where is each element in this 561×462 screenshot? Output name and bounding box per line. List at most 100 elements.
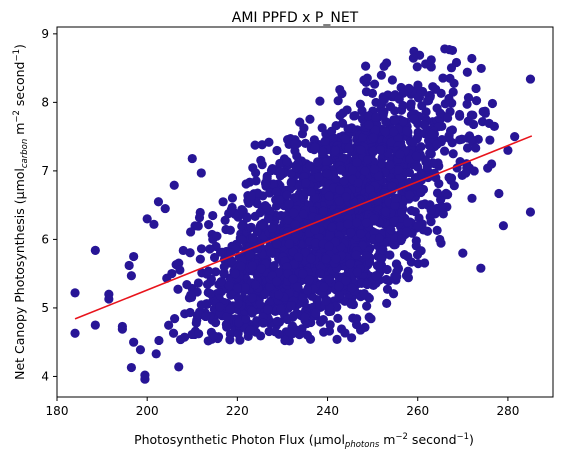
data-point bbox=[311, 308, 321, 318]
data-point bbox=[466, 134, 477, 145]
regression-line bbox=[74, 135, 533, 320]
data-point bbox=[338, 153, 348, 163]
data-point bbox=[191, 318, 201, 328]
data-point bbox=[272, 316, 282, 326]
data-point bbox=[185, 307, 195, 318]
data-point bbox=[272, 276, 282, 287]
data-point bbox=[371, 112, 381, 122]
data-point bbox=[339, 176, 349, 186]
data-point bbox=[298, 293, 308, 303]
data-point bbox=[264, 188, 275, 198]
data-point bbox=[352, 217, 362, 228]
data-point bbox=[140, 370, 150, 380]
data-point bbox=[461, 168, 471, 178]
data-point bbox=[205, 289, 216, 299]
data-point bbox=[174, 258, 184, 268]
data-point bbox=[282, 156, 292, 167]
data-point bbox=[178, 245, 188, 256]
data-point bbox=[503, 145, 513, 155]
data-point bbox=[269, 260, 279, 271]
data-point bbox=[467, 53, 477, 64]
data-point bbox=[283, 135, 293, 145]
data-point bbox=[170, 314, 180, 324]
data-point bbox=[272, 145, 282, 156]
data-point bbox=[313, 157, 323, 167]
data-point bbox=[340, 134, 351, 144]
data-point bbox=[373, 171, 383, 181]
data-point bbox=[327, 222, 337, 232]
data-point bbox=[361, 87, 372, 97]
data-point bbox=[469, 166, 479, 176]
data-point bbox=[218, 197, 228, 207]
data-point bbox=[498, 221, 508, 231]
data-point bbox=[186, 227, 196, 237]
y-axis-label-middle-2: second bbox=[12, 62, 27, 111]
data-point bbox=[164, 320, 174, 330]
data-point bbox=[335, 185, 345, 195]
data-point bbox=[142, 214, 152, 224]
data-point bbox=[292, 282, 302, 292]
data-point bbox=[273, 290, 284, 300]
data-point bbox=[385, 102, 396, 112]
data-point bbox=[288, 274, 298, 284]
data-point bbox=[463, 93, 474, 103]
data-point bbox=[346, 227, 356, 238]
data-point bbox=[241, 314, 251, 324]
data-point bbox=[173, 284, 183, 294]
data-point bbox=[129, 337, 139, 347]
data-point bbox=[417, 200, 427, 210]
data-point bbox=[271, 187, 282, 197]
data-point bbox=[196, 244, 207, 254]
x-axis-label-middle: m bbox=[379, 432, 395, 447]
data-point bbox=[362, 73, 372, 83]
data-point bbox=[289, 193, 300, 203]
x-tick-label: 240 bbox=[316, 404, 339, 418]
data-point bbox=[135, 345, 146, 355]
data-point bbox=[256, 331, 266, 341]
data-point bbox=[324, 241, 334, 251]
data-point bbox=[362, 201, 372, 211]
data-point bbox=[402, 126, 412, 136]
data-point bbox=[363, 111, 373, 121]
data-point bbox=[371, 271, 381, 281]
data-point bbox=[264, 137, 274, 147]
data-point bbox=[381, 274, 391, 285]
data-point bbox=[282, 190, 292, 200]
data-point bbox=[355, 99, 365, 109]
y-tick-label: 5 bbox=[41, 301, 49, 315]
data-point bbox=[241, 179, 251, 189]
data-point bbox=[275, 167, 285, 177]
data-point bbox=[194, 212, 205, 223]
data-point bbox=[333, 96, 343, 106]
data-point bbox=[70, 328, 80, 338]
data-point bbox=[382, 58, 392, 68]
data-point bbox=[426, 149, 436, 159]
data-point bbox=[286, 178, 296, 188]
data-point bbox=[302, 285, 313, 295]
data-point bbox=[318, 206, 329, 216]
data-point bbox=[397, 234, 407, 244]
y-axis-label-suffix: ) bbox=[12, 44, 27, 49]
data-point bbox=[275, 158, 285, 169]
data-point bbox=[291, 163, 301, 173]
data-point bbox=[153, 197, 164, 207]
data-point bbox=[236, 261, 246, 271]
data-point bbox=[246, 191, 256, 201]
data-point bbox=[160, 203, 170, 214]
data-point bbox=[363, 154, 373, 165]
data-point bbox=[306, 187, 316, 197]
data-point bbox=[175, 265, 185, 275]
x-tick-label: 260 bbox=[406, 404, 429, 418]
data-point bbox=[284, 327, 295, 337]
data-point bbox=[342, 105, 352, 115]
data-point bbox=[409, 114, 419, 124]
data-point bbox=[390, 115, 400, 125]
data-point bbox=[385, 160, 395, 170]
trend-layer bbox=[74, 135, 533, 320]
data-point bbox=[331, 254, 341, 264]
data-point bbox=[351, 250, 361, 260]
data-point bbox=[393, 165, 404, 175]
data-point bbox=[489, 121, 499, 131]
y-tick-label: 4 bbox=[41, 369, 49, 383]
data-point bbox=[322, 168, 332, 179]
